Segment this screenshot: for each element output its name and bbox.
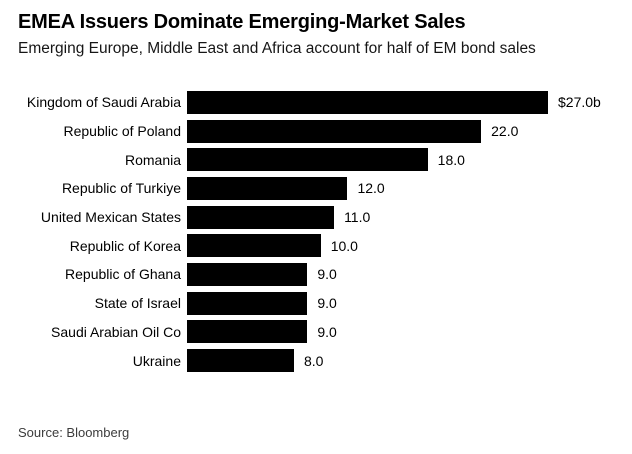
bar: [187, 119, 482, 143]
category-label: State of Israel: [94, 295, 181, 312]
category-label: Republic of Turkiye: [61, 180, 181, 197]
value-label: 18.0: [437, 151, 465, 168]
value-label: 8.0: [303, 352, 324, 369]
bar: [187, 90, 548, 114]
value-label: 12.0: [357, 180, 385, 197]
value-label: 9.0: [317, 295, 337, 312]
source-note: Source: Bloomberg: [18, 425, 130, 440]
category-label: Kingdom of Saudi Arabia: [26, 94, 181, 111]
bar-track: 8.0: [187, 349, 620, 373]
category-label: United Mexican States: [40, 209, 181, 226]
bar: [187, 176, 348, 200]
bar-row: United Mexican States 11.0: [18, 203, 620, 232]
bar-row: Republic of Ghana 9.0: [18, 260, 620, 289]
bar-row: State of Israel 9.0: [18, 289, 620, 318]
bar-row: Ukraine 8.0: [18, 346, 620, 375]
value-label: $27.0b: [558, 94, 601, 111]
bar: [187, 148, 428, 172]
category-label: Republic of Korea: [69, 237, 181, 254]
chart-title: EMEA Issuers Dominate Emerging-Market Sa…: [18, 11, 466, 33]
bar-row: Republic of Poland 22.0: [18, 117, 620, 146]
value-label: 22.0: [491, 123, 519, 140]
bar-chart: Kingdom of Saudi Arabia $27.0b Republic of…: [18, 88, 620, 375]
category-label: Ukraine: [132, 352, 181, 369]
bar-track: 18.0: [187, 148, 620, 172]
category-label: Republic of Ghana: [65, 266, 181, 283]
bar: [187, 205, 335, 229]
bar-track: $27.0b: [187, 90, 620, 114]
category-label: Romania: [124, 151, 181, 168]
chart-subtitle: Emerging Europe, Middle East and Africa …: [18, 40, 536, 57]
bar-row: Romania 18.0: [18, 145, 620, 174]
bar-row: Republic of Turkiye 12.0: [18, 174, 620, 203]
bar: [187, 262, 308, 286]
value-label: 10.0: [330, 237, 358, 254]
bar: [187, 320, 308, 344]
bar: [187, 349, 294, 373]
bar-track: 9.0: [187, 320, 620, 344]
value-label: 9.0: [317, 266, 337, 283]
value-label: 9.0: [317, 323, 337, 340]
bar: [187, 291, 308, 315]
bar: [187, 234, 321, 258]
bar-track: 12.0: [187, 176, 620, 200]
value-label: 11.0: [344, 209, 371, 226]
category-label: Saudi Arabian Oil Co: [51, 323, 181, 340]
bar-track: 9.0: [187, 262, 620, 286]
bar-track: 10.0: [187, 234, 620, 258]
bar-track: 11.0: [187, 205, 620, 229]
bar-track: 9.0: [187, 291, 620, 315]
bar-track: 22.0: [187, 119, 620, 143]
bar-row: Kingdom of Saudi Arabia $27.0b: [18, 88, 620, 117]
bar-row: Saudi Arabian Oil Co 9.0: [18, 318, 620, 347]
chart-header: EMEA Issuers Dominate Emerging-Market Sa…: [18, 10, 620, 58]
category-label: Republic of Poland: [63, 123, 181, 140]
bar-row: Republic of Korea 10.0: [18, 231, 620, 260]
